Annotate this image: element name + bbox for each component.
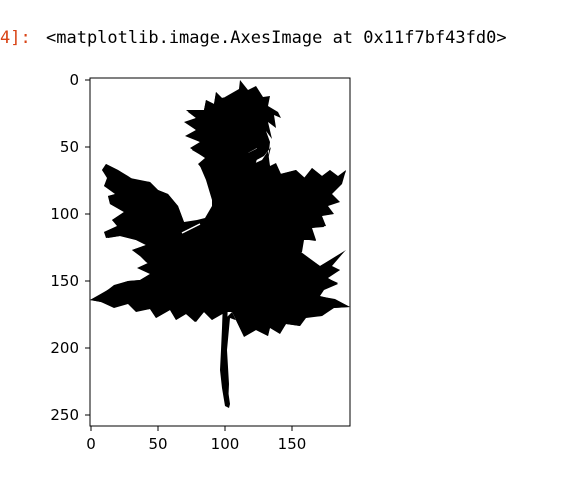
y-axis: 0 50 100 150 200 250 xyxy=(50,71,90,424)
y-tick-label-100: 100 xyxy=(50,205,79,223)
y-tick-label-150: 150 xyxy=(50,272,79,290)
maple-leaf-body xyxy=(90,92,350,406)
maple-leaf-vein-line xyxy=(181,223,201,234)
y-tick-label-0: 0 xyxy=(69,71,79,89)
output-repr-text: <matplotlib.image.AxesImage at 0x11f7bf4… xyxy=(46,28,507,48)
x-tick-label-50: 50 xyxy=(148,435,167,453)
maple-leaf-lower xyxy=(90,252,350,336)
output-prompt: 4]: xyxy=(0,28,31,48)
y-tick-label-250: 250 xyxy=(50,406,79,424)
x-axis: 0 50 100 150 xyxy=(86,426,306,453)
y-tick-label-200: 200 xyxy=(50,339,79,357)
x-tick-label-100: 100 xyxy=(211,435,240,453)
y-tick-label-50: 50 xyxy=(60,138,79,156)
maple-leaf-stem xyxy=(220,300,230,408)
maple-leaf-right-lobe xyxy=(246,164,346,262)
maple-leaf-image xyxy=(90,80,350,408)
x-tick-label-0: 0 xyxy=(86,435,96,453)
maple-leaf-silhouette xyxy=(225,80,281,172)
maple-leaf-upper xyxy=(186,92,268,210)
maple-leaf-left-lobe xyxy=(102,164,214,272)
x-tick-label-150: 150 xyxy=(278,435,307,453)
